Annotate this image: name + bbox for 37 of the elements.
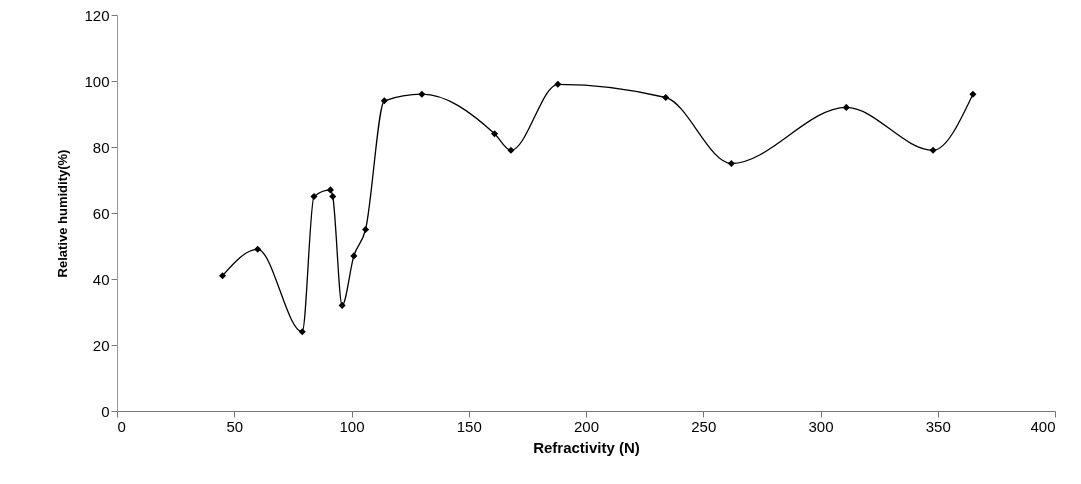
x-tick-label: 50 (226, 417, 244, 435)
x-tick-label: 250 (691, 417, 717, 435)
point (362, 225, 370, 234)
x-tick-label: 100 (339, 417, 365, 435)
y-tick-label: 60 (92, 204, 110, 222)
y-tick-label: 100 (84, 72, 110, 90)
point (350, 252, 358, 260)
point (338, 301, 346, 309)
x-tick-label: 350 (925, 417, 951, 435)
point (554, 80, 562, 88)
point (310, 192, 318, 201)
x-tick-label: 150 (456, 417, 482, 435)
point (842, 103, 850, 111)
y-tick-label: 20 (92, 336, 110, 354)
y-axis-title: Relative humidity(%) (55, 149, 71, 278)
point (254, 245, 262, 253)
point (507, 146, 515, 154)
x-tick-label: 300 (808, 417, 834, 435)
point (929, 146, 937, 154)
y-tick-label: 40 (92, 270, 110, 288)
point (491, 130, 499, 138)
point (662, 93, 670, 102)
point (218, 272, 227, 280)
x-axis-title: Refractivity (N) (533, 438, 640, 456)
x-tick-label: 400 (1030, 417, 1056, 435)
point (326, 186, 334, 194)
point (969, 90, 977, 98)
point (329, 192, 337, 201)
point (727, 159, 735, 168)
point (298, 328, 306, 336)
x-tick-label: 0 (117, 417, 126, 435)
point (418, 90, 426, 98)
point (380, 97, 388, 105)
y-tick-label: 80 (92, 138, 110, 156)
y-tick-label: 0 (101, 402, 110, 420)
y-tick-label: 120 (84, 6, 110, 24)
x-tick-label: 200 (573, 417, 600, 435)
